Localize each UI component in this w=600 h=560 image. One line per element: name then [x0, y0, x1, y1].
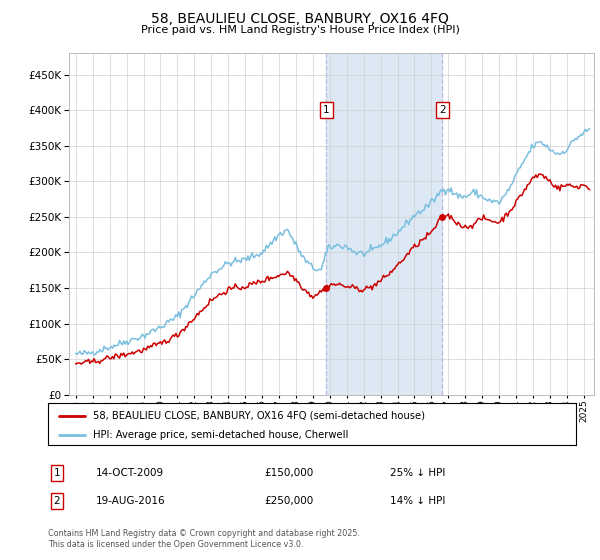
Text: 1: 1 [323, 105, 329, 115]
Text: Price paid vs. HM Land Registry's House Price Index (HPI): Price paid vs. HM Land Registry's House … [140, 25, 460, 35]
Text: £150,000: £150,000 [264, 468, 313, 478]
Text: 58, BEAULIEU CLOSE, BANBURY, OX16 4FQ: 58, BEAULIEU CLOSE, BANBURY, OX16 4FQ [151, 12, 449, 26]
Text: 25% ↓ HPI: 25% ↓ HPI [390, 468, 445, 478]
Bar [326, 53, 442, 395]
Text: 1: 1 [53, 468, 61, 478]
Text: 14% ↓ HPI: 14% ↓ HPI [390, 496, 445, 506]
Text: 2: 2 [53, 496, 61, 506]
Text: Contains HM Land Registry data © Crown copyright and database right 2025.
This d: Contains HM Land Registry data © Crown c… [48, 529, 360, 549]
Text: HPI: Average price, semi-detached house, Cherwell: HPI: Average price, semi-detached house,… [93, 430, 348, 440]
Text: 14-OCT-2009: 14-OCT-2009 [96, 468, 164, 478]
Text: £250,000: £250,000 [264, 496, 313, 506]
Text: 19-AUG-2016: 19-AUG-2016 [96, 496, 166, 506]
Text: 58, BEAULIEU CLOSE, BANBURY, OX16 4FQ (semi-detached house): 58, BEAULIEU CLOSE, BANBURY, OX16 4FQ (s… [93, 411, 425, 421]
Text: 2: 2 [439, 105, 446, 115]
